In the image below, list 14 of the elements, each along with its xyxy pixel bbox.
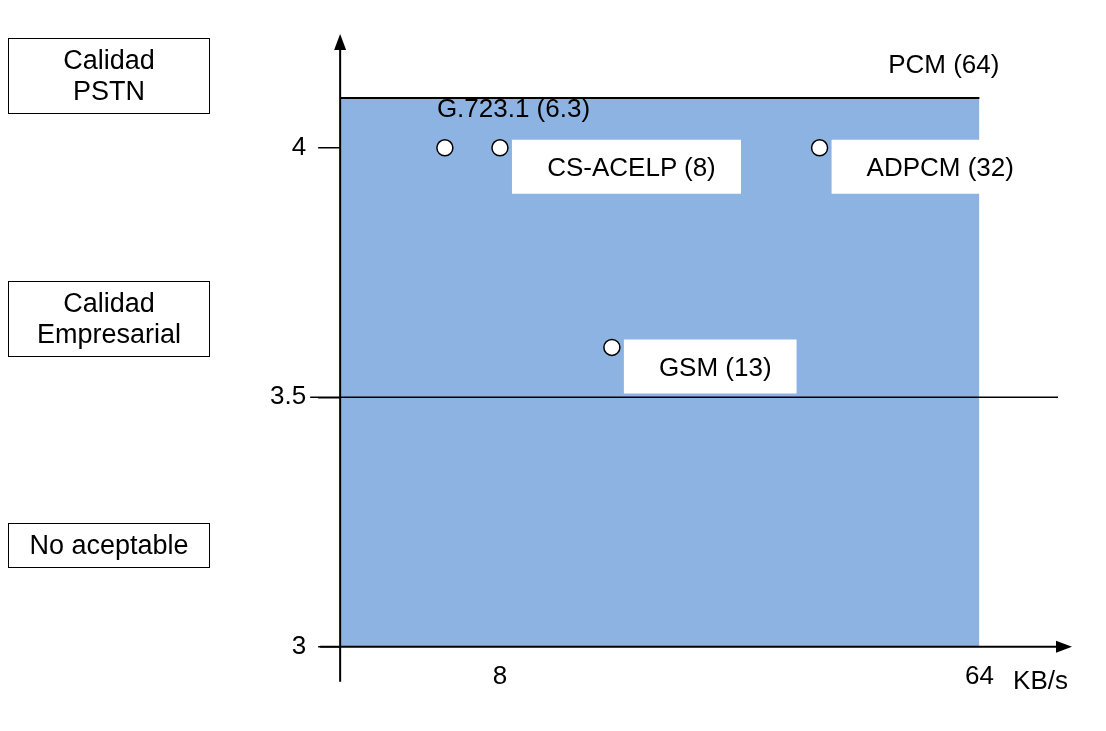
x-tick-label: 64 <box>964 659 994 690</box>
x-axis-title: KB/s <box>1013 664 1068 695</box>
y-tick-label: 4 <box>291 130 307 161</box>
text: Calidad PSTN <box>8 38 210 114</box>
y-tick-label: 3 <box>291 629 307 660</box>
annotation: CS-ACELP (8) <box>547 151 716 182</box>
text: No aceptable <box>8 523 210 568</box>
y-tick-label: 3.5 <box>269 380 307 411</box>
text: Calidad Empresarial <box>8 280 210 357</box>
annotation: G.723.1 (6.3) <box>436 92 591 123</box>
annotation: PCM (64) <box>888 49 1000 80</box>
annotation: ADPCM (32) <box>866 151 1014 182</box>
annotation: GSM (13) <box>658 351 772 382</box>
x-tick-label: 8 <box>492 659 508 690</box>
